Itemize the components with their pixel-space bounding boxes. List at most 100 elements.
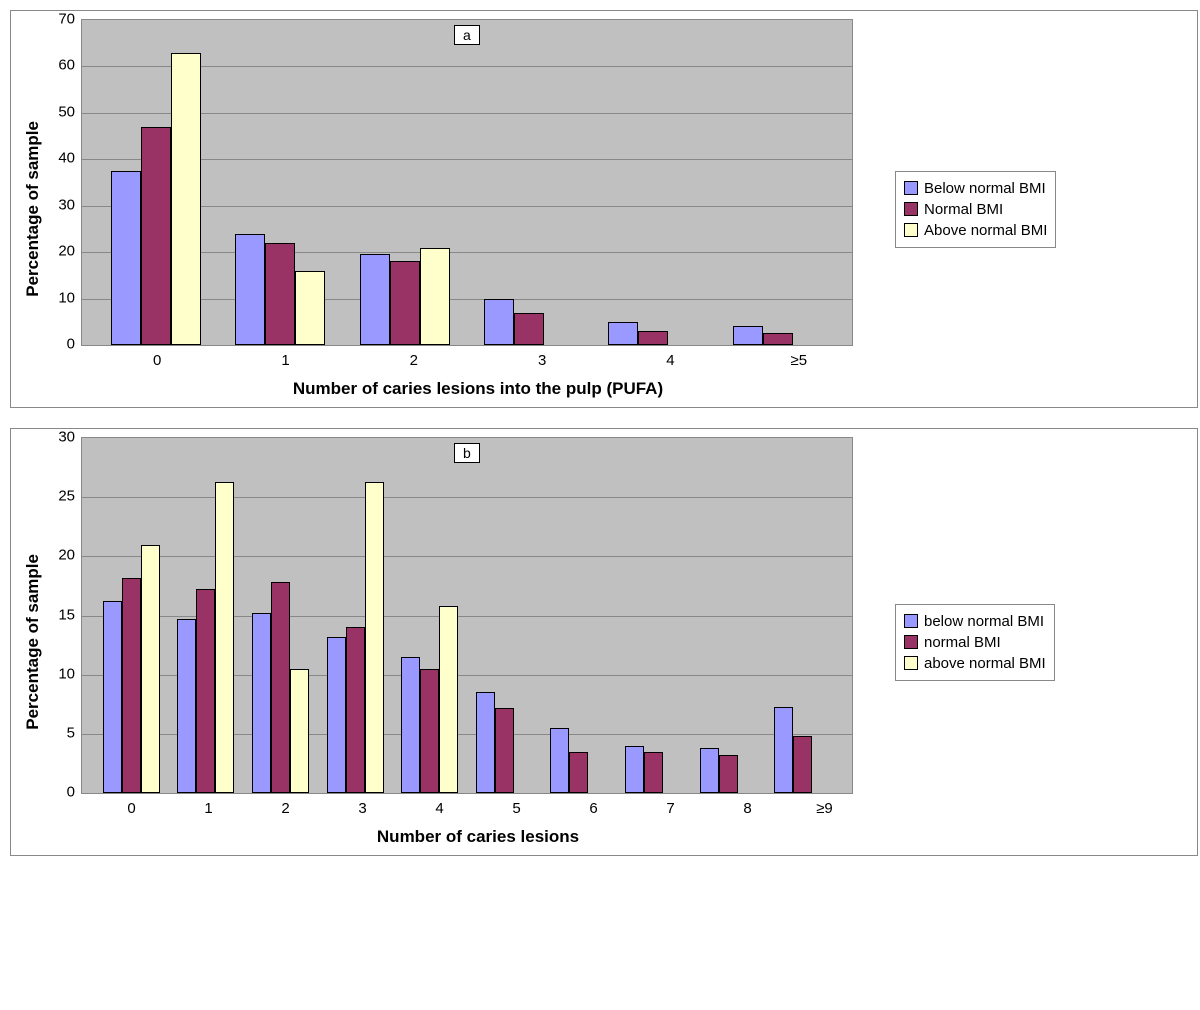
- bar-group: [542, 728, 617, 793]
- legend-swatch: [904, 223, 918, 237]
- x-tick-label: 8: [709, 800, 786, 817]
- legend-item: above normal BMI: [904, 653, 1046, 674]
- bar: [290, 669, 309, 793]
- bar: [141, 127, 171, 345]
- x-tick-label: 2: [350, 352, 478, 369]
- plot-wrap-b: 051015202530 b 012345678≥9 Number of car…: [47, 437, 875, 847]
- bar: [235, 234, 265, 345]
- bar-group: [243, 582, 318, 793]
- bar-group: [218, 234, 342, 345]
- x-tick-label: 0: [93, 352, 221, 369]
- legend-item: Normal BMI: [904, 199, 1047, 220]
- bar-group: [691, 748, 766, 793]
- bars-container: [82, 20, 852, 345]
- x-tick-label: 3: [324, 800, 401, 817]
- bar: [495, 708, 514, 793]
- x-tick-label: 6: [555, 800, 632, 817]
- x-tick-label: 3: [478, 352, 606, 369]
- legend-label: above normal BMI: [924, 655, 1046, 672]
- legend-item: normal BMI: [904, 632, 1046, 653]
- bar-group: [392, 606, 467, 793]
- plot-area-b: [81, 437, 853, 794]
- bar: [103, 601, 122, 793]
- bar: [111, 171, 141, 345]
- legend-label: below normal BMI: [924, 613, 1044, 630]
- panel-tag-a: a: [454, 25, 480, 45]
- bar-group: [318, 482, 393, 793]
- x-tick-label: ≥5: [735, 352, 863, 369]
- bar: [550, 728, 569, 793]
- bar-group: [616, 746, 691, 793]
- y-tick-label: 70: [58, 11, 75, 28]
- x-tick-label: 5: [478, 800, 555, 817]
- bar: [252, 613, 271, 793]
- x-tick-label: 1: [170, 800, 247, 817]
- bar-group: [94, 53, 218, 346]
- y-tick-label: 10: [58, 665, 75, 682]
- x-ticks-b: 012345678≥9: [81, 794, 875, 817]
- legend-item: Above normal BMI: [904, 220, 1047, 241]
- bar: [439, 606, 458, 793]
- chart-panel-a: Percentage of sample 010203040506070 a 0…: [10, 10, 1198, 408]
- legend-swatch: [904, 202, 918, 216]
- x-axis-label-a: Number of caries lesions into the pulp (…: [81, 369, 875, 399]
- legend-label: Below normal BMI: [924, 180, 1046, 197]
- bar: [514, 313, 544, 346]
- bar: [569, 752, 588, 793]
- x-tick-label: 0: [93, 800, 170, 817]
- y-tick-label: 10: [58, 289, 75, 306]
- bar: [625, 746, 644, 793]
- bar: [346, 627, 365, 793]
- bar: [774, 707, 793, 793]
- y-axis-label-a: Percentage of sample: [19, 121, 47, 297]
- y-tick-label: 20: [58, 547, 75, 564]
- y-tick-label: 0: [67, 336, 75, 353]
- x-tick-label: ≥9: [786, 800, 863, 817]
- bar: [733, 326, 763, 345]
- bar: [793, 736, 812, 793]
- legend-label: normal BMI: [924, 634, 1001, 651]
- bar-group: [716, 326, 840, 345]
- bar: [700, 748, 719, 793]
- bar: [141, 545, 160, 794]
- bar: [644, 752, 663, 793]
- y-tick-label: 0: [67, 784, 75, 801]
- bar-group: [169, 482, 244, 793]
- y-tick-label: 15: [58, 606, 75, 623]
- bar: [271, 582, 290, 793]
- chart-row-b: Percentage of sample 051015202530 b 0123…: [19, 437, 1189, 847]
- chart-row-a: Percentage of sample 010203040506070 a 0…: [19, 19, 1189, 399]
- legend-item: below normal BMI: [904, 611, 1046, 632]
- x-tick-label: 2: [247, 800, 324, 817]
- bar: [265, 243, 295, 345]
- bar: [215, 482, 234, 793]
- y-ticks-b: 051015202530: [47, 437, 81, 792]
- x-tick-label: 1: [221, 352, 349, 369]
- y-tick-label: 40: [58, 150, 75, 167]
- bar: [608, 322, 638, 345]
- bars-container: [82, 438, 852, 793]
- bar: [420, 669, 439, 793]
- x-ticks-a: 01234≥5: [81, 346, 875, 369]
- bar: [327, 637, 346, 793]
- bar: [390, 261, 420, 345]
- legend-item: Below normal BMI: [904, 178, 1047, 199]
- y-tick-label: 30: [58, 196, 75, 213]
- bar: [401, 657, 420, 793]
- y-tick-label: 30: [58, 429, 75, 446]
- legend-swatch: [904, 181, 918, 195]
- chart-panel-b: Percentage of sample 051015202530 b 0123…: [10, 428, 1198, 856]
- bar: [360, 254, 390, 345]
- bar: [476, 692, 495, 793]
- bar-group: [94, 545, 169, 794]
- y-axis-label-b: Percentage of sample: [19, 554, 47, 730]
- bar: [484, 299, 514, 345]
- legend-swatch: [904, 614, 918, 628]
- bar-group: [591, 322, 715, 345]
- bar: [171, 53, 201, 346]
- bar: [122, 578, 141, 793]
- legend-a: Below normal BMI Normal BMIAbove normal B…: [895, 171, 1056, 248]
- bar-group: [343, 248, 467, 346]
- bar: [177, 619, 196, 793]
- bar: [638, 331, 668, 345]
